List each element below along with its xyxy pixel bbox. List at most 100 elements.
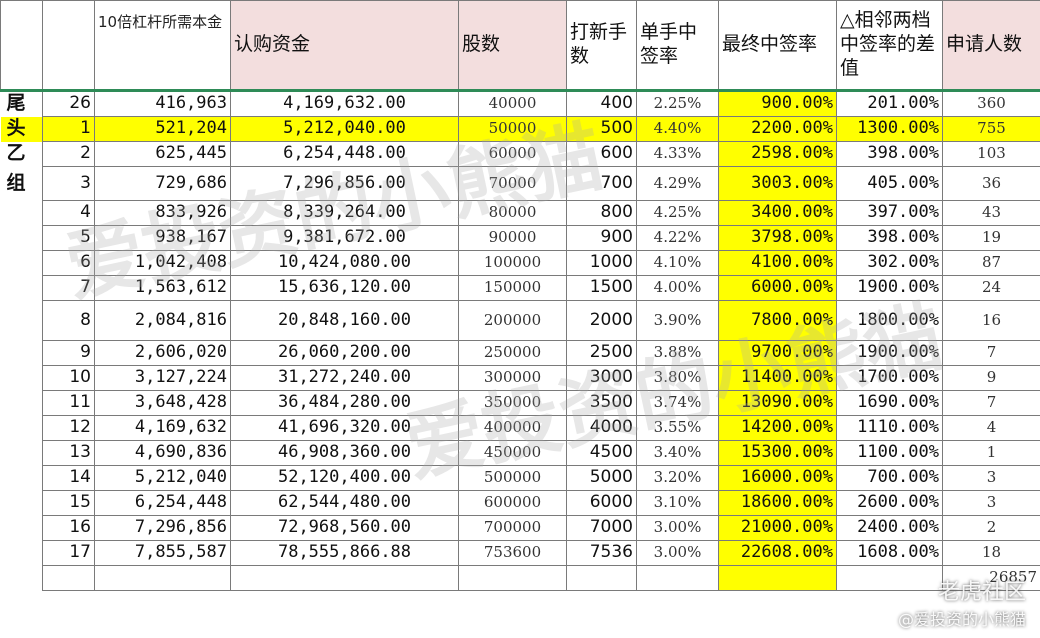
diff-cell: 1110.00% bbox=[836, 415, 943, 441]
shares-cell: 80000 bbox=[458, 200, 567, 226]
subscription-cell: 7,296,856.00 bbox=[230, 166, 459, 201]
group-label: 尾 bbox=[0, 89, 43, 117]
row-index: 12 bbox=[42, 415, 95, 441]
group-label bbox=[0, 440, 43, 466]
table-row: 16 7,296,856 72,968,560.00 700000 7000 3.00% 2… bbox=[0, 515, 1040, 541]
shares-cell: 500000 bbox=[458, 465, 567, 491]
table-row: 9 2,606,020 26,060,200.00 250000 2500 3.88% 97… bbox=[0, 340, 1040, 366]
diff-cell: 398.00% bbox=[836, 141, 943, 167]
final-rate-cell: 4100.00% bbox=[718, 250, 837, 276]
shares-cell: 700000 bbox=[458, 515, 567, 541]
shares-cell: 400000 bbox=[458, 415, 567, 441]
row-index: 7 bbox=[42, 275, 95, 301]
single-rate-cell: 4.33% bbox=[636, 141, 719, 167]
subscription-cell: 8,339,264.00 bbox=[230, 200, 459, 226]
diff-cell: 1300.00% bbox=[836, 116, 943, 142]
table-row: 14 5,212,040 52,120,400.00 500000 5000 3.20% 1… bbox=[0, 465, 1040, 491]
applicants-cell: 103 bbox=[942, 141, 1040, 167]
table-row: 15 6,254,448 62,544,480.00 600000 6000 3.10% 1… bbox=[0, 490, 1040, 516]
subscription-cell: 52,120,400.00 bbox=[230, 465, 459, 491]
final-rate-cell: 22608.00% bbox=[718, 540, 837, 566]
shares-cell: 200000 bbox=[458, 300, 567, 341]
applicants-cell: 16 bbox=[942, 300, 1040, 341]
final-rate-cell: 11400.00% bbox=[718, 365, 837, 391]
applicants-cell: 3 bbox=[942, 490, 1040, 516]
row-index: 11 bbox=[42, 390, 95, 416]
group-label bbox=[0, 340, 43, 366]
lots-cell: 6000 bbox=[566, 490, 637, 516]
capital-cell: 938,167 bbox=[94, 225, 231, 251]
diff-cell: 397.00% bbox=[836, 200, 943, 226]
group-label bbox=[0, 415, 43, 441]
capital-cell: 1,042,408 bbox=[94, 250, 231, 276]
group-label bbox=[0, 200, 43, 226]
shares-cell: 450000 bbox=[458, 440, 567, 466]
final-rate-cell: 3798.00% bbox=[718, 225, 837, 251]
final-rate-cell: 21000.00% bbox=[718, 515, 837, 541]
total-applicants: 26857 bbox=[942, 565, 1040, 591]
header-capital: 10倍杠杆所需本金 bbox=[94, 0, 231, 91]
shares-cell: 50000 bbox=[458, 116, 567, 142]
shares-cell: 250000 bbox=[458, 340, 567, 366]
capital-cell: 521,204 bbox=[94, 116, 231, 142]
capital-cell: 416,963 bbox=[94, 89, 231, 117]
header-final-rate: 最终中签率 bbox=[718, 0, 837, 91]
lots-cell: 800 bbox=[566, 200, 637, 226]
diff-cell: 1800.00% bbox=[836, 300, 943, 341]
applicants-cell: 24 bbox=[942, 275, 1040, 301]
capital-cell: 3,648,428 bbox=[94, 390, 231, 416]
final-rate-cell: 13090.00% bbox=[718, 390, 837, 416]
subscription-cell: 15,636,120.00 bbox=[230, 275, 459, 301]
table-row: 尾 26 416,963 4,169,632.00 40000 400 2.25% 900.0… bbox=[0, 89, 1040, 117]
total-empty bbox=[718, 565, 837, 591]
shares-cell: 60000 bbox=[458, 141, 567, 167]
header-diff: △相邻两档中签率的差值 bbox=[836, 0, 943, 91]
lots-cell: 600 bbox=[566, 141, 637, 167]
subscription-cell: 20,848,160.00 bbox=[230, 300, 459, 341]
group-label bbox=[0, 515, 43, 541]
diff-cell: 1900.00% bbox=[836, 275, 943, 301]
applicants-cell: 1 bbox=[942, 440, 1040, 466]
applicants-cell: 7 bbox=[942, 340, 1040, 366]
row-index: 3 bbox=[42, 166, 95, 201]
single-rate-cell: 4.40% bbox=[636, 116, 719, 142]
capital-cell: 3,127,224 bbox=[94, 365, 231, 391]
applicants-cell: 360 bbox=[942, 89, 1040, 117]
applicants-cell: 87 bbox=[942, 250, 1040, 276]
applicants-cell: 9 bbox=[942, 365, 1040, 391]
final-rate-cell: 6000.00% bbox=[718, 275, 837, 301]
final-rate-cell: 900.00% bbox=[718, 89, 837, 117]
group-label bbox=[0, 250, 43, 276]
final-rate-cell: 3400.00% bbox=[718, 200, 837, 226]
header-subscription: 认购资金 bbox=[230, 0, 459, 91]
row-index: 2 bbox=[42, 141, 95, 167]
single-rate-cell: 2.25% bbox=[636, 89, 719, 117]
group-label: 乙 bbox=[0, 141, 43, 167]
row-index: 5 bbox=[42, 225, 95, 251]
capital-cell: 833,926 bbox=[94, 200, 231, 226]
diff-cell: 1608.00% bbox=[836, 540, 943, 566]
single-rate-cell: 4.00% bbox=[636, 275, 719, 301]
shares-cell: 300000 bbox=[458, 365, 567, 391]
diff-cell: 405.00% bbox=[836, 166, 943, 201]
row-index: 26 bbox=[42, 89, 95, 117]
lots-cell: 2000 bbox=[566, 300, 637, 341]
row-index: 6 bbox=[42, 250, 95, 276]
table-row: 5 938,167 9,381,672.00 90000 900 4.22% 3798.00… bbox=[0, 225, 1040, 251]
lots-cell: 700 bbox=[566, 166, 637, 201]
final-rate-cell: 16000.00% bbox=[718, 465, 837, 491]
group-label bbox=[0, 390, 43, 416]
lots-cell: 5000 bbox=[566, 465, 637, 491]
row-index: 14 bbox=[42, 465, 95, 491]
header-group bbox=[0, 0, 43, 91]
table-row: 7 1,563,612 15,636,120.00 150000 1500 4.00% 60… bbox=[0, 275, 1040, 301]
final-rate-cell: 2598.00% bbox=[718, 141, 837, 167]
capital-cell: 1,563,612 bbox=[94, 275, 231, 301]
final-rate-cell: 14200.00% bbox=[718, 415, 837, 441]
applicants-cell: 43 bbox=[942, 200, 1040, 226]
lots-cell: 1500 bbox=[566, 275, 637, 301]
subscription-cell: 26,060,200.00 bbox=[230, 340, 459, 366]
final-rate-cell: 15300.00% bbox=[718, 440, 837, 466]
group-label bbox=[0, 225, 43, 251]
header-applicants: 申请人数 bbox=[942, 0, 1040, 91]
